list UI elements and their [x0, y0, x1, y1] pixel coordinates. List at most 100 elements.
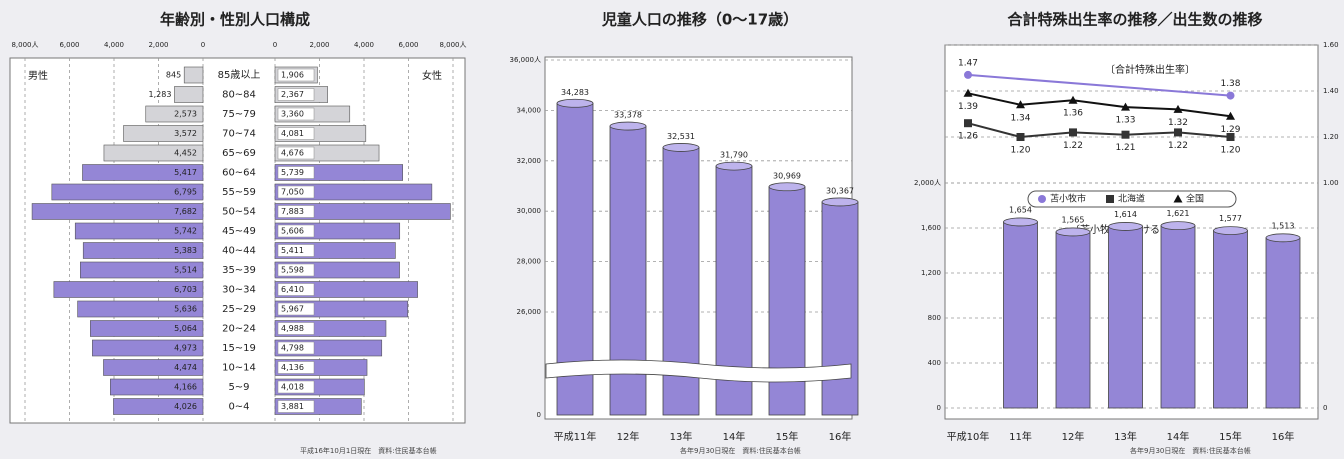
label-box	[277, 263, 315, 277]
bar-top	[556, 98, 594, 108]
value-label: 34,283	[561, 88, 589, 97]
x-tick-label: 4,000	[354, 41, 374, 49]
x-tick-label: 6,000	[398, 41, 418, 49]
value-label: 1,577	[1219, 214, 1242, 223]
age-label: 35~39	[222, 265, 256, 276]
marker	[1038, 195, 1046, 203]
bar	[174, 86, 204, 103]
x-tick-label: 15年	[1219, 430, 1242, 443]
marker	[1016, 133, 1025, 141]
legend-label: 全国	[1186, 193, 1204, 205]
label-box	[277, 361, 315, 374]
marker	[1068, 95, 1078, 104]
marker	[1121, 130, 1130, 139]
x-tick-label: 4,000	[104, 41, 124, 49]
value-label: 3,360	[281, 110, 304, 119]
value-label: 6,795	[174, 188, 197, 197]
age-label: 15~19	[222, 343, 256, 354]
value-label: 4,018	[281, 383, 304, 392]
y2-tick-label: 1.20	[1323, 133, 1339, 141]
value-label: 33,378	[614, 111, 642, 120]
marker	[1174, 128, 1182, 137]
value-label: 1,654	[1009, 205, 1032, 214]
age-label: 10~14	[222, 363, 256, 374]
y2-tick-label: 1.00	[1323, 179, 1339, 187]
x-tick-label: 2,000	[309, 41, 329, 49]
bar-top	[768, 182, 806, 192]
value-label: 32,531	[667, 132, 695, 141]
x-tick-label: 16年	[829, 430, 852, 443]
value-label: 3,881	[281, 402, 304, 411]
x-tick-label: 0	[273, 41, 277, 49]
value-label: 5,636	[174, 305, 197, 314]
value-label: 1.29	[1220, 125, 1240, 135]
x-tick-label: 2,000	[148, 41, 168, 49]
marker	[1226, 111, 1235, 120]
y-tick-label: 0	[537, 411, 541, 419]
age-label: 80~84	[222, 90, 256, 101]
label-box	[277, 107, 315, 121]
label-box	[277, 283, 315, 296]
y-tick-label: 1,600	[921, 224, 941, 232]
age-label: 30~34	[222, 285, 256, 296]
marker	[1226, 133, 1235, 141]
value-label: 1,513	[1272, 221, 1295, 230]
value-label: 4,988	[281, 324, 304, 333]
note: 各年9月30日現在 資料:住民基本台帳	[1130, 446, 1251, 455]
label-box	[277, 127, 315, 140]
label-box	[277, 322, 315, 335]
bar	[53, 281, 204, 298]
axis-break	[545, 359, 852, 383]
age-label: 65~69	[222, 148, 256, 159]
chart-title: 合計特殊出生率の推移／出生数の推移	[1006, 11, 1262, 29]
value-label: 4,973	[174, 344, 197, 353]
value-label: 30,969	[773, 171, 801, 180]
chart-title: 児童人口の推移（0～17歳）	[601, 11, 798, 29]
value-label: 7,682	[174, 207, 197, 216]
bar	[821, 201, 859, 416]
bar-top	[1213, 226, 1248, 235]
age-label: 5~9	[228, 382, 249, 393]
bar	[1003, 221, 1038, 409]
marker	[1173, 194, 1183, 203]
line-title: 〔合計特殊出生率〕	[1105, 63, 1195, 76]
value-label: 4,452	[174, 149, 197, 158]
label-box	[277, 400, 315, 413]
marker	[1069, 128, 1077, 137]
value-label: 4,136	[281, 363, 304, 372]
bar	[1265, 237, 1301, 409]
label-box	[277, 224, 315, 238]
line	[967, 73, 1231, 97]
bar	[92, 339, 204, 357]
label-box	[277, 380, 315, 394]
x-tick-label: 8,000人	[439, 41, 466, 49]
bar-top	[1055, 227, 1091, 237]
bar	[51, 183, 204, 201]
y-tick-label: 2,000人	[914, 179, 941, 187]
y-tick-label: 32,000	[517, 157, 542, 165]
value-label: 7,050	[281, 188, 304, 197]
marker	[964, 70, 972, 79]
x-tick-label: 12年	[617, 430, 640, 443]
marker	[1106, 195, 1114, 203]
bar	[77, 300, 204, 318]
y-tick-label: 28,000	[517, 258, 542, 266]
age-label: 0~4	[228, 402, 249, 413]
value-label: 4,026	[174, 402, 197, 411]
age-label: 25~29	[222, 304, 256, 315]
value-label: 2,367	[281, 90, 304, 99]
x-tick-label: 16年	[1272, 430, 1295, 443]
x-tick-label: 13年	[670, 430, 693, 443]
bar-top	[662, 143, 700, 152]
value-label: 1.36	[1063, 109, 1083, 119]
marker	[1226, 91, 1235, 100]
age-label: 40~44	[222, 246, 256, 257]
value-label: 1.22	[1063, 141, 1083, 151]
value-label: 1.26	[958, 132, 978, 142]
note: 各年9月30日現在 資料:住民基本台帳	[680, 446, 801, 455]
legend-label: 北海道	[1118, 193, 1145, 205]
bar	[1160, 225, 1196, 409]
legend-label: 男性	[28, 69, 48, 82]
value-label: 1.33	[1115, 116, 1135, 126]
